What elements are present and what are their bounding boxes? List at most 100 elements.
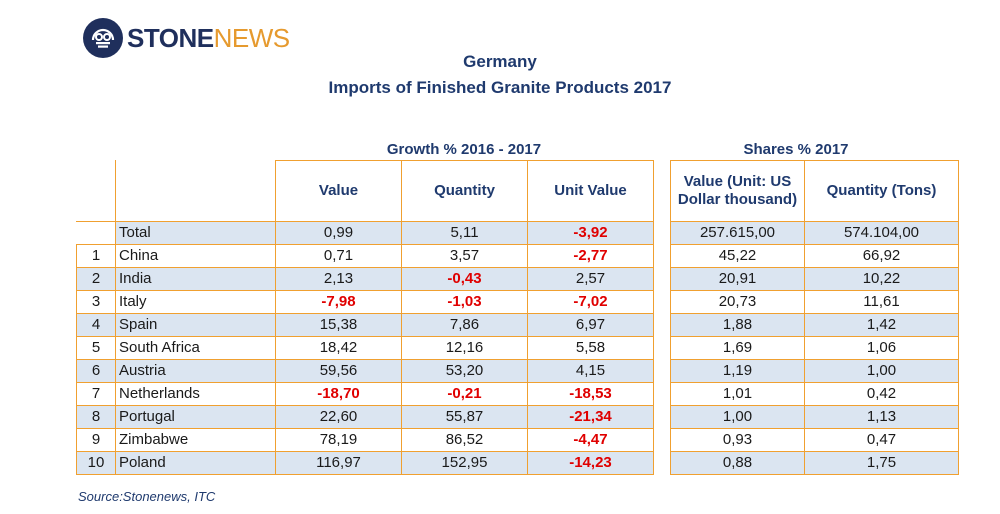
unit-value-growth-cell: 2,57 <box>527 267 654 291</box>
unit-value-growth-cell: -7,02 <box>527 290 654 314</box>
col-header-quantity: Quantity <box>401 160 528 222</box>
rank-cell: 3 <box>76 290 116 314</box>
table-row: 45,22 66,92 <box>670 244 959 268</box>
shares-total-row: 257.615,00 574.104,00 <box>670 221 959 245</box>
share-value-cell: 1,01 <box>670 382 805 406</box>
stonenews-logo: STONENEWS <box>83 18 290 58</box>
logo-word-news: NEWS <box>213 23 291 53</box>
table-row: 10 Poland 116,97 152,95 -14,23 <box>76 451 654 475</box>
table-row: 20,91 10,22 <box>670 267 959 291</box>
total-label: Total <box>115 221 276 245</box>
country-cell: South Africa <box>115 336 276 360</box>
share-value-cell: 1,00 <box>670 405 805 429</box>
total-unit-value: -3,92 <box>527 221 654 245</box>
value-growth-cell: -7,98 <box>275 290 402 314</box>
share-quantity-cell: 0,47 <box>804 428 959 452</box>
unit-value-growth-cell: 4,15 <box>527 359 654 383</box>
table-row: 4 Spain 15,38 7,86 6,97 <box>76 313 654 337</box>
country-cell: China <box>115 244 276 268</box>
share-value-cell: 20,91 <box>670 267 805 291</box>
table-row: 2 India 2,13 -0,43 2,57 <box>76 267 654 291</box>
blank-cell <box>76 221 116 245</box>
table-row: 0,93 0,47 <box>670 428 959 452</box>
table-row: 1,00 1,13 <box>670 405 959 429</box>
share-quantity-cell: 66,92 <box>804 244 959 268</box>
table-row: 1,69 1,06 <box>670 336 959 360</box>
value-growth-cell: -18,70 <box>275 382 402 406</box>
shares-header-row: Value (Unit: US Dollar thousand) Quantit… <box>670 160 959 222</box>
share-value-cell: 0,93 <box>670 428 805 452</box>
value-growth-cell: 78,19 <box>275 428 402 452</box>
rank-cell: 5 <box>76 336 116 360</box>
table-row: 8 Portugal 22,60 55,87 -21,34 <box>76 405 654 429</box>
shares-table: Value (Unit: US Dollar thousand) Quantit… <box>670 160 959 475</box>
value-growth-cell: 2,13 <box>275 267 402 291</box>
blank-cell <box>76 160 116 222</box>
quantity-growth-cell: -0,43 <box>401 267 528 291</box>
table-row: 7 Netherlands -18,70 -0,21 -18,53 <box>76 382 654 406</box>
quantity-growth-cell: 55,87 <box>401 405 528 429</box>
unit-value-growth-cell: -2,77 <box>527 244 654 268</box>
table-row: 5 South Africa 18,42 12,16 5,58 <box>76 336 654 360</box>
table-row: 1,01 0,42 <box>670 382 959 406</box>
share-value-cell: 45,22 <box>670 244 805 268</box>
page-subtitle: Imports of Finished Granite Products 201… <box>328 78 672 97</box>
source-note: Source:Stonenews, ITC <box>78 489 216 504</box>
quantity-growth-cell: -1,03 <box>401 290 528 314</box>
rank-cell: 8 <box>76 405 116 429</box>
share-value-cell: 0,88 <box>670 451 805 475</box>
col-header-unit-value: Unit Value <box>527 160 654 222</box>
unit-value-growth-cell: 5,58 <box>527 336 654 360</box>
value-growth-cell: 59,56 <box>275 359 402 383</box>
value-growth-cell: 0,71 <box>275 244 402 268</box>
page-title: Germany <box>463 52 537 71</box>
table-row: 20,73 11,61 <box>670 290 959 314</box>
share-value-cell: 1,69 <box>670 336 805 360</box>
total-share-quantity: 574.104,00 <box>804 221 959 245</box>
shares-group-header: Shares % 2017 <box>743 141 849 158</box>
total-quantity: 5,11 <box>401 221 528 245</box>
logo-emblem-icon <box>83 18 123 58</box>
table-row: 3 Italy -7,98 -1,03 -7,02 <box>76 290 654 314</box>
unit-value-growth-cell: -18,53 <box>527 382 654 406</box>
table-row: 9 Zimbabwe 78,19 86,52 -4,47 <box>76 428 654 452</box>
share-value-cell: 20,73 <box>670 290 805 314</box>
quantity-growth-cell: 7,86 <box>401 313 528 337</box>
share-value-cell: 1,19 <box>670 359 805 383</box>
col-header-share-value: Value (Unit: US Dollar thousand) <box>670 160 805 222</box>
logo-word-stone: STONE <box>127 23 214 53</box>
logo-wordmark: STONENEWS <box>127 25 290 51</box>
quantity-growth-cell: 86,52 <box>401 428 528 452</box>
country-cell: Italy <box>115 290 276 314</box>
unit-value-growth-cell: -21,34 <box>527 405 654 429</box>
growth-table: Value Quantity Unit Value Total 0,99 5,1… <box>76 160 654 475</box>
rank-cell: 7 <box>76 382 116 406</box>
col-header-share-quantity: Quantity (Tons) <box>804 160 959 222</box>
table-row: 1,88 1,42 <box>670 313 959 337</box>
country-cell: Austria <box>115 359 276 383</box>
share-quantity-cell: 1,06 <box>804 336 959 360</box>
share-quantity-cell: 0,42 <box>804 382 959 406</box>
share-value-cell: 1,88 <box>670 313 805 337</box>
share-quantity-cell: 1,42 <box>804 313 959 337</box>
quantity-growth-cell: 152,95 <box>401 451 528 475</box>
value-growth-cell: 116,97 <box>275 451 402 475</box>
rank-cell: 1 <box>76 244 116 268</box>
table-row: 6 Austria 59,56 53,20 4,15 <box>76 359 654 383</box>
table-row: 1,19 1,00 <box>670 359 959 383</box>
rank-cell: 6 <box>76 359 116 383</box>
unit-value-growth-cell: 6,97 <box>527 313 654 337</box>
rank-cell: 9 <box>76 428 116 452</box>
blank-cell <box>115 160 276 222</box>
country-cell: Portugal <box>115 405 276 429</box>
share-quantity-cell: 10,22 <box>804 267 959 291</box>
value-growth-cell: 18,42 <box>275 336 402 360</box>
quantity-growth-cell: 53,20 <box>401 359 528 383</box>
value-growth-cell: 22,60 <box>275 405 402 429</box>
country-cell: Netherlands <box>115 382 276 406</box>
table-row: 1 China 0,71 3,57 -2,77 <box>76 244 654 268</box>
quantity-growth-cell: 3,57 <box>401 244 528 268</box>
col-header-value: Value <box>275 160 402 222</box>
share-quantity-cell: 11,61 <box>804 290 959 314</box>
growth-group-header: Growth % 2016 - 2017 <box>386 141 542 158</box>
